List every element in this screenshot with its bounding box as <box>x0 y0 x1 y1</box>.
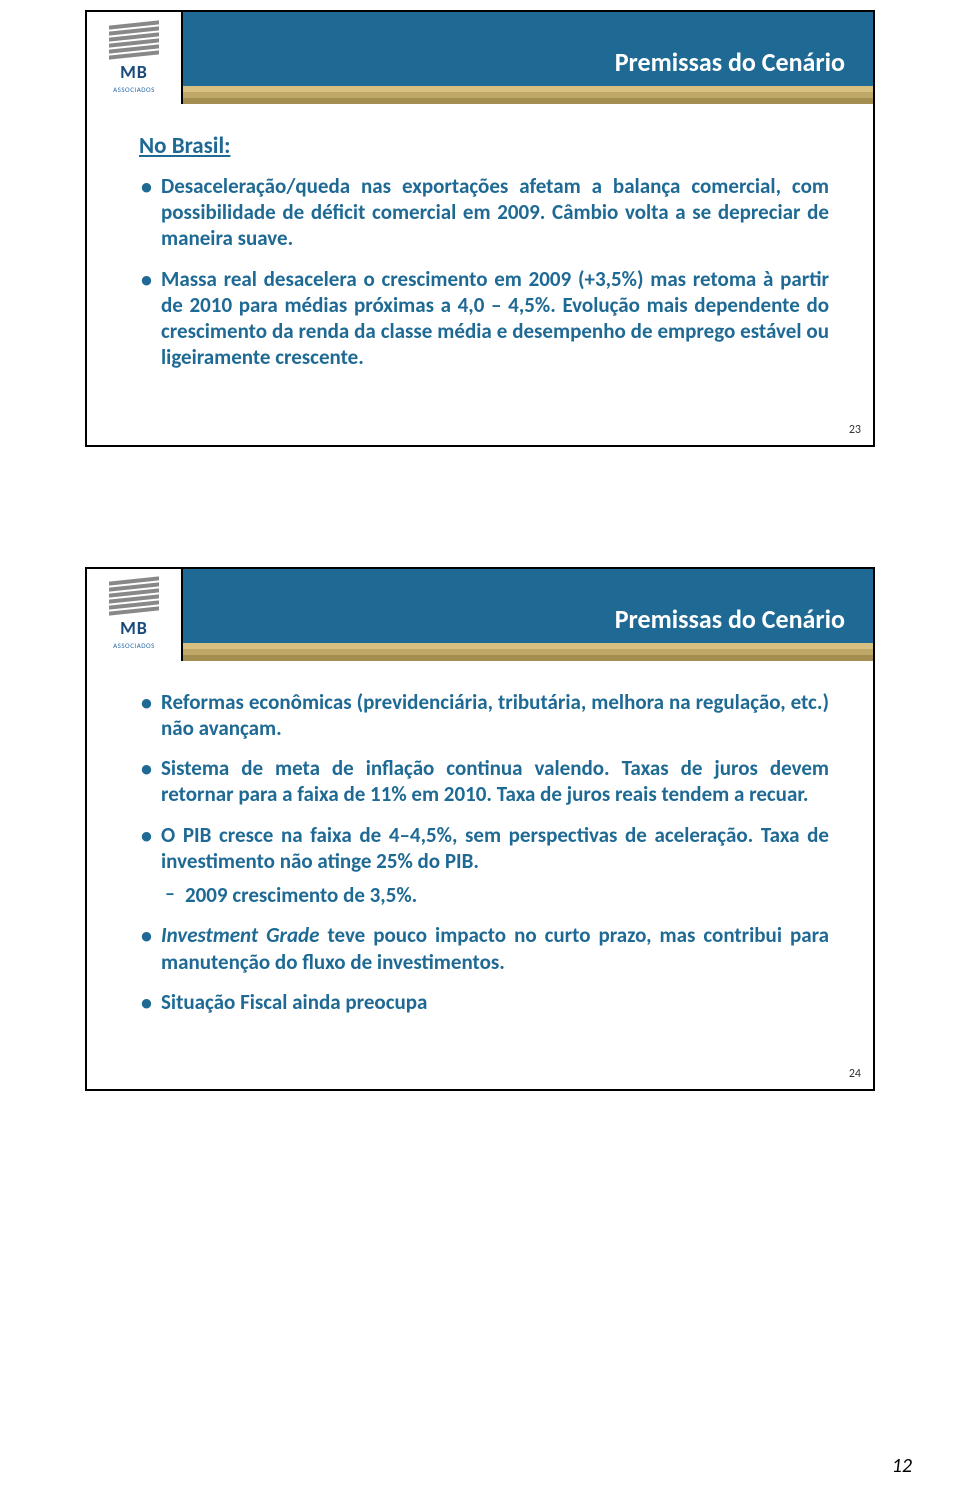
bullet-text: Situação Fiscal ainda preocupa <box>161 989 427 1015</box>
slide-24: MB ASSOCIADOS Premissas do Cenário Refor… <box>85 567 875 1092</box>
bullet-list: Desaceleração/queda nas exportações afet… <box>139 173 829 371</box>
section-heading: No Brasil: <box>139 132 829 161</box>
bullet-item: Situação Fiscal ainda preocupa <box>139 989 829 1015</box>
page-number: 12 <box>892 1454 912 1478</box>
bullet-item: Reformas econômicas (previdenciária, tri… <box>139 689 829 742</box>
slide-23: MB ASSOCIADOS Premissas do Cenário No Br… <box>85 10 875 447</box>
bullet-italic: Investment Grade <box>161 922 319 948</box>
slide-number: 24 <box>849 1067 861 1081</box>
bullet-item: O PIB cresce na faixa de 4–4,5%, sem per… <box>139 822 829 909</box>
slide-title: Premissas do Cenário <box>615 46 845 78</box>
brand-logo: MB ASSOCIADOS <box>87 12 183 104</box>
sub-bullet-text: 2009 crescimento de 3,5%. <box>185 882 417 908</box>
bullet-text: Desaceleração/queda nas exportações afet… <box>161 173 829 252</box>
brand-subtitle: ASSOCIADOS <box>113 85 155 94</box>
bullet-text: Sistema de meta de inflação continua val… <box>161 755 829 807</box>
slide-header: MB ASSOCIADOS Premissas do Cenário <box>87 569 873 661</box>
bullet-text: Massa real desacelera o crescimento em 2… <box>161 266 829 371</box>
slide-number: 23 <box>849 423 861 437</box>
bullet-text: O PIB cresce na faixa de 4–4,5%, sem per… <box>161 822 829 874</box>
slide-body: Reformas econômicas (previdenciária, tri… <box>87 661 873 1040</box>
accent-strip <box>183 86 873 104</box>
bullet-item: Investment Grade teve pouco impacto no c… <box>139 922 829 975</box>
bullet-list: Reformas econômicas (previdenciária, tri… <box>139 689 829 1016</box>
bullet-item: Desaceleração/queda nas exportações afet… <box>139 173 829 252</box>
sub-bullet-item: 2009 crescimento de 3,5%. <box>161 882 829 908</box>
slide-title: Premissas do Cenário <box>615 603 845 635</box>
slide-header: MB ASSOCIADOS Premissas do Cenário <box>87 12 873 104</box>
brand-name: MB <box>120 617 148 639</box>
accent-strip <box>183 643 873 661</box>
bullet-item: Massa real desacelera o crescimento em 2… <box>139 266 829 371</box>
logo-graphic <box>109 20 159 61</box>
title-bar: Premissas do Cenário <box>183 569 873 643</box>
slide-body: No Brasil: Desaceleração/queda nas expor… <box>87 104 873 395</box>
brand-logo: MB ASSOCIADOS <box>87 569 183 661</box>
title-bar: Premissas do Cenário <box>183 12 873 86</box>
sub-bullet-list: 2009 crescimento de 3,5%. <box>161 882 829 908</box>
bullet-text: Reformas econômicas (previdenciária, tri… <box>161 689 829 741</box>
brand-subtitle: ASSOCIADOS <box>113 641 155 650</box>
bullet-item: Sistema de meta de inflação continua val… <box>139 755 829 808</box>
logo-graphic <box>109 576 159 617</box>
page: MB ASSOCIADOS Premissas do Cenário No Br… <box>0 10 960 1496</box>
brand-name: MB <box>120 61 148 83</box>
